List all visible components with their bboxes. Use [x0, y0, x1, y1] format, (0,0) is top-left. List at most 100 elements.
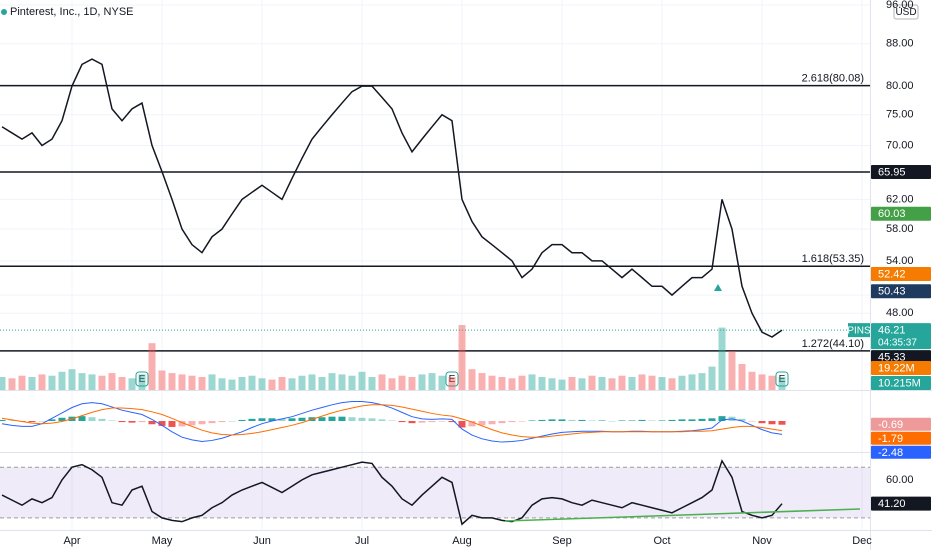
volume-bar — [778, 377, 786, 390]
volume-bar — [178, 374, 186, 390]
volume-bar — [48, 375, 56, 390]
volume-bar — [638, 374, 646, 390]
macd-histogram-bar — [138, 421, 146, 423]
volume-bar — [268, 379, 276, 390]
volume-bar — [208, 374, 216, 390]
macd-histogram-bar — [328, 416, 336, 421]
level-label: 2.618(80.08) — [802, 73, 864, 85]
x-tick-label: Sep — [552, 535, 572, 547]
macd-histogram-bar — [528, 420, 536, 421]
macd-histogram-bar — [368, 418, 376, 421]
macd-histogram-bar — [128, 421, 136, 423]
earnings-marker — [445, 371, 459, 387]
volume-bar — [478, 373, 486, 390]
symbol-label: PINS — [847, 325, 871, 336]
volume-bar — [648, 375, 656, 390]
volume-bar — [0, 377, 6, 390]
macd-histogram-bar — [8, 420, 16, 421]
volume-bar — [628, 377, 636, 390]
volume-bar — [418, 374, 426, 390]
axis-badge-label: 65.95 — [878, 166, 906, 178]
macd-histogram-bar — [278, 418, 286, 421]
volume-bar — [138, 374, 146, 390]
macd-histogram-bar — [678, 419, 686, 421]
volume-bar — [258, 378, 266, 390]
volume-bar — [668, 378, 676, 390]
axis-badge-label: 50.43 — [878, 286, 906, 298]
volume-bar — [558, 379, 566, 390]
macd-histogram-bar — [768, 421, 776, 425]
grid — [0, 0, 870, 530]
volume-bar — [88, 374, 96, 390]
macd-histogram-bar — [188, 421, 196, 426]
x-tick-label: Apr — [63, 535, 80, 547]
macd-histogram-bar — [198, 421, 206, 425]
macd-histogram-bar — [438, 421, 446, 422]
plot: 2.618(80.08) 1.618(53.35) 1.272(44.10) E E E — [0, 58, 870, 526]
macd-histogram-bar — [548, 419, 556, 421]
volume-bar — [428, 373, 436, 390]
macd-histogram-bar — [628, 420, 636, 421]
volume-bar — [18, 375, 26, 390]
macd-histogram-bar — [488, 421, 496, 425]
volume-bar — [448, 377, 456, 390]
currency: USD — [895, 7, 916, 18]
price-line — [1, 58, 783, 338]
volume-bar — [98, 375, 106, 390]
axis-badge — [871, 206, 931, 221]
macd-histogram-bar — [288, 418, 296, 421]
earnings-marker — [135, 371, 149, 387]
macd-histogram-bar — [408, 421, 416, 424]
volume-bar — [528, 374, 536, 390]
axis-badge — [871, 267, 931, 282]
macd-histogram-bar — [588, 420, 596, 421]
volume-bar — [238, 377, 246, 390]
status-dot — [1, 9, 7, 15]
volume-bar — [508, 378, 516, 390]
macd-line — [1, 404, 783, 438]
macd-histogram-bar — [178, 421, 186, 427]
axis-badge-label: -1.79 — [878, 433, 903, 445]
volume-bar — [768, 375, 776, 390]
currency-box[interactable] — [893, 4, 919, 20]
macd-histogram-bar — [508, 421, 516, 423]
volume-bar — [328, 373, 336, 390]
macd-histogram-bar — [698, 418, 706, 421]
macd-histogram-bar — [118, 421, 126, 423]
signal-marker — [714, 284, 722, 291]
axis-badge-label: 10.215M — [878, 377, 921, 389]
macd-histogram-bar — [338, 416, 346, 421]
axis-badge-label: 19.22M — [878, 362, 915, 374]
volume-bar — [338, 374, 346, 390]
volume-bar — [128, 378, 136, 390]
macd-histogram-bar — [598, 420, 606, 421]
axis-badge — [871, 431, 931, 445]
macd-histogram-bar — [578, 419, 586, 421]
volume-bar — [608, 378, 616, 390]
y-tick-label: 88.00 — [886, 38, 914, 50]
macd-histogram-bar — [538, 419, 546, 421]
volume-bar — [348, 375, 356, 390]
x-tick-label: Oct — [653, 535, 670, 547]
macd-histogram-bar — [298, 417, 306, 421]
volume-bar — [378, 374, 386, 390]
volume-bar — [738, 364, 746, 390]
volume-bar — [568, 377, 576, 390]
macd-histogram-bar — [58, 417, 66, 421]
x-tick-label: Jul — [355, 535, 369, 547]
level-label: 1.618(53.35) — [802, 253, 864, 265]
volume-bar — [618, 375, 626, 390]
volume-bar — [688, 374, 696, 390]
volume-bar — [438, 375, 446, 390]
macd-histogram-bar — [498, 421, 506, 424]
macd-histogram-bar — [738, 418, 746, 421]
y-tick-label: 60.00 — [886, 474, 914, 486]
axis-badge-label: 60.03 — [878, 208, 906, 220]
macd-histogram-bar — [148, 421, 156, 425]
y-tick-label: 48.00 — [886, 307, 914, 319]
macd-histogram-bar — [208, 421, 216, 424]
volume-bar — [248, 375, 256, 390]
volume-bar — [728, 351, 736, 390]
volume-bar — [218, 378, 226, 390]
macd-histogram-bar — [268, 418, 276, 421]
